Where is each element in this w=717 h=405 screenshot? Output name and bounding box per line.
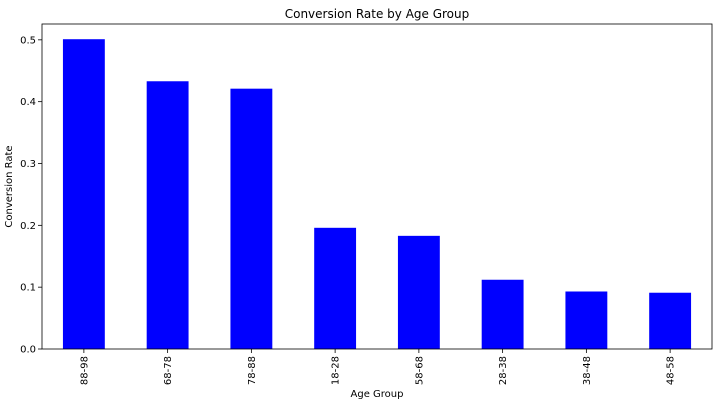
y-tick-label: 0.3	[20, 159, 36, 170]
x-tick-label: 68-78	[163, 356, 174, 385]
y-axis-title: Conversion Rate	[4, 145, 15, 227]
y-tick-label: 0.2	[20, 221, 36, 232]
bar-18-28	[314, 227, 357, 349]
bars-layer	[62, 39, 692, 350]
bar-58-68	[397, 235, 440, 349]
chart-title: Conversion Rate by Age Group	[285, 7, 470, 21]
y-tick-label: 0.4	[20, 97, 36, 108]
x-axis-title: Age Group	[351, 389, 404, 400]
bar-88-98	[62, 39, 105, 350]
x-tick-label: 18-28	[331, 356, 342, 385]
y-tick-label: 0.1	[20, 283, 36, 294]
bar-48-58	[649, 292, 692, 349]
x-tick-label: 38-48	[582, 356, 593, 385]
bar-78-88	[230, 88, 273, 349]
x-tick-label: 58-68	[414, 356, 425, 385]
x-tick-label: 88-98	[79, 356, 90, 385]
bar-28-38	[481, 279, 524, 349]
y-tick-label: 0.0	[20, 345, 36, 356]
x-tick-label: 78-88	[247, 356, 258, 385]
ticks-layer: 88-98 68-78 78-88 18-28 58-68 28-38 38-48 48-58…	[20, 35, 677, 385]
plot-frame	[41, 23, 713, 350]
y-tick-label: 0.5	[20, 35, 36, 46]
x-tick-label: 28-38	[498, 356, 509, 385]
x-tick-label: 48-58	[666, 356, 677, 385]
bar-38-48	[565, 291, 608, 349]
bar-68-78	[146, 81, 189, 350]
